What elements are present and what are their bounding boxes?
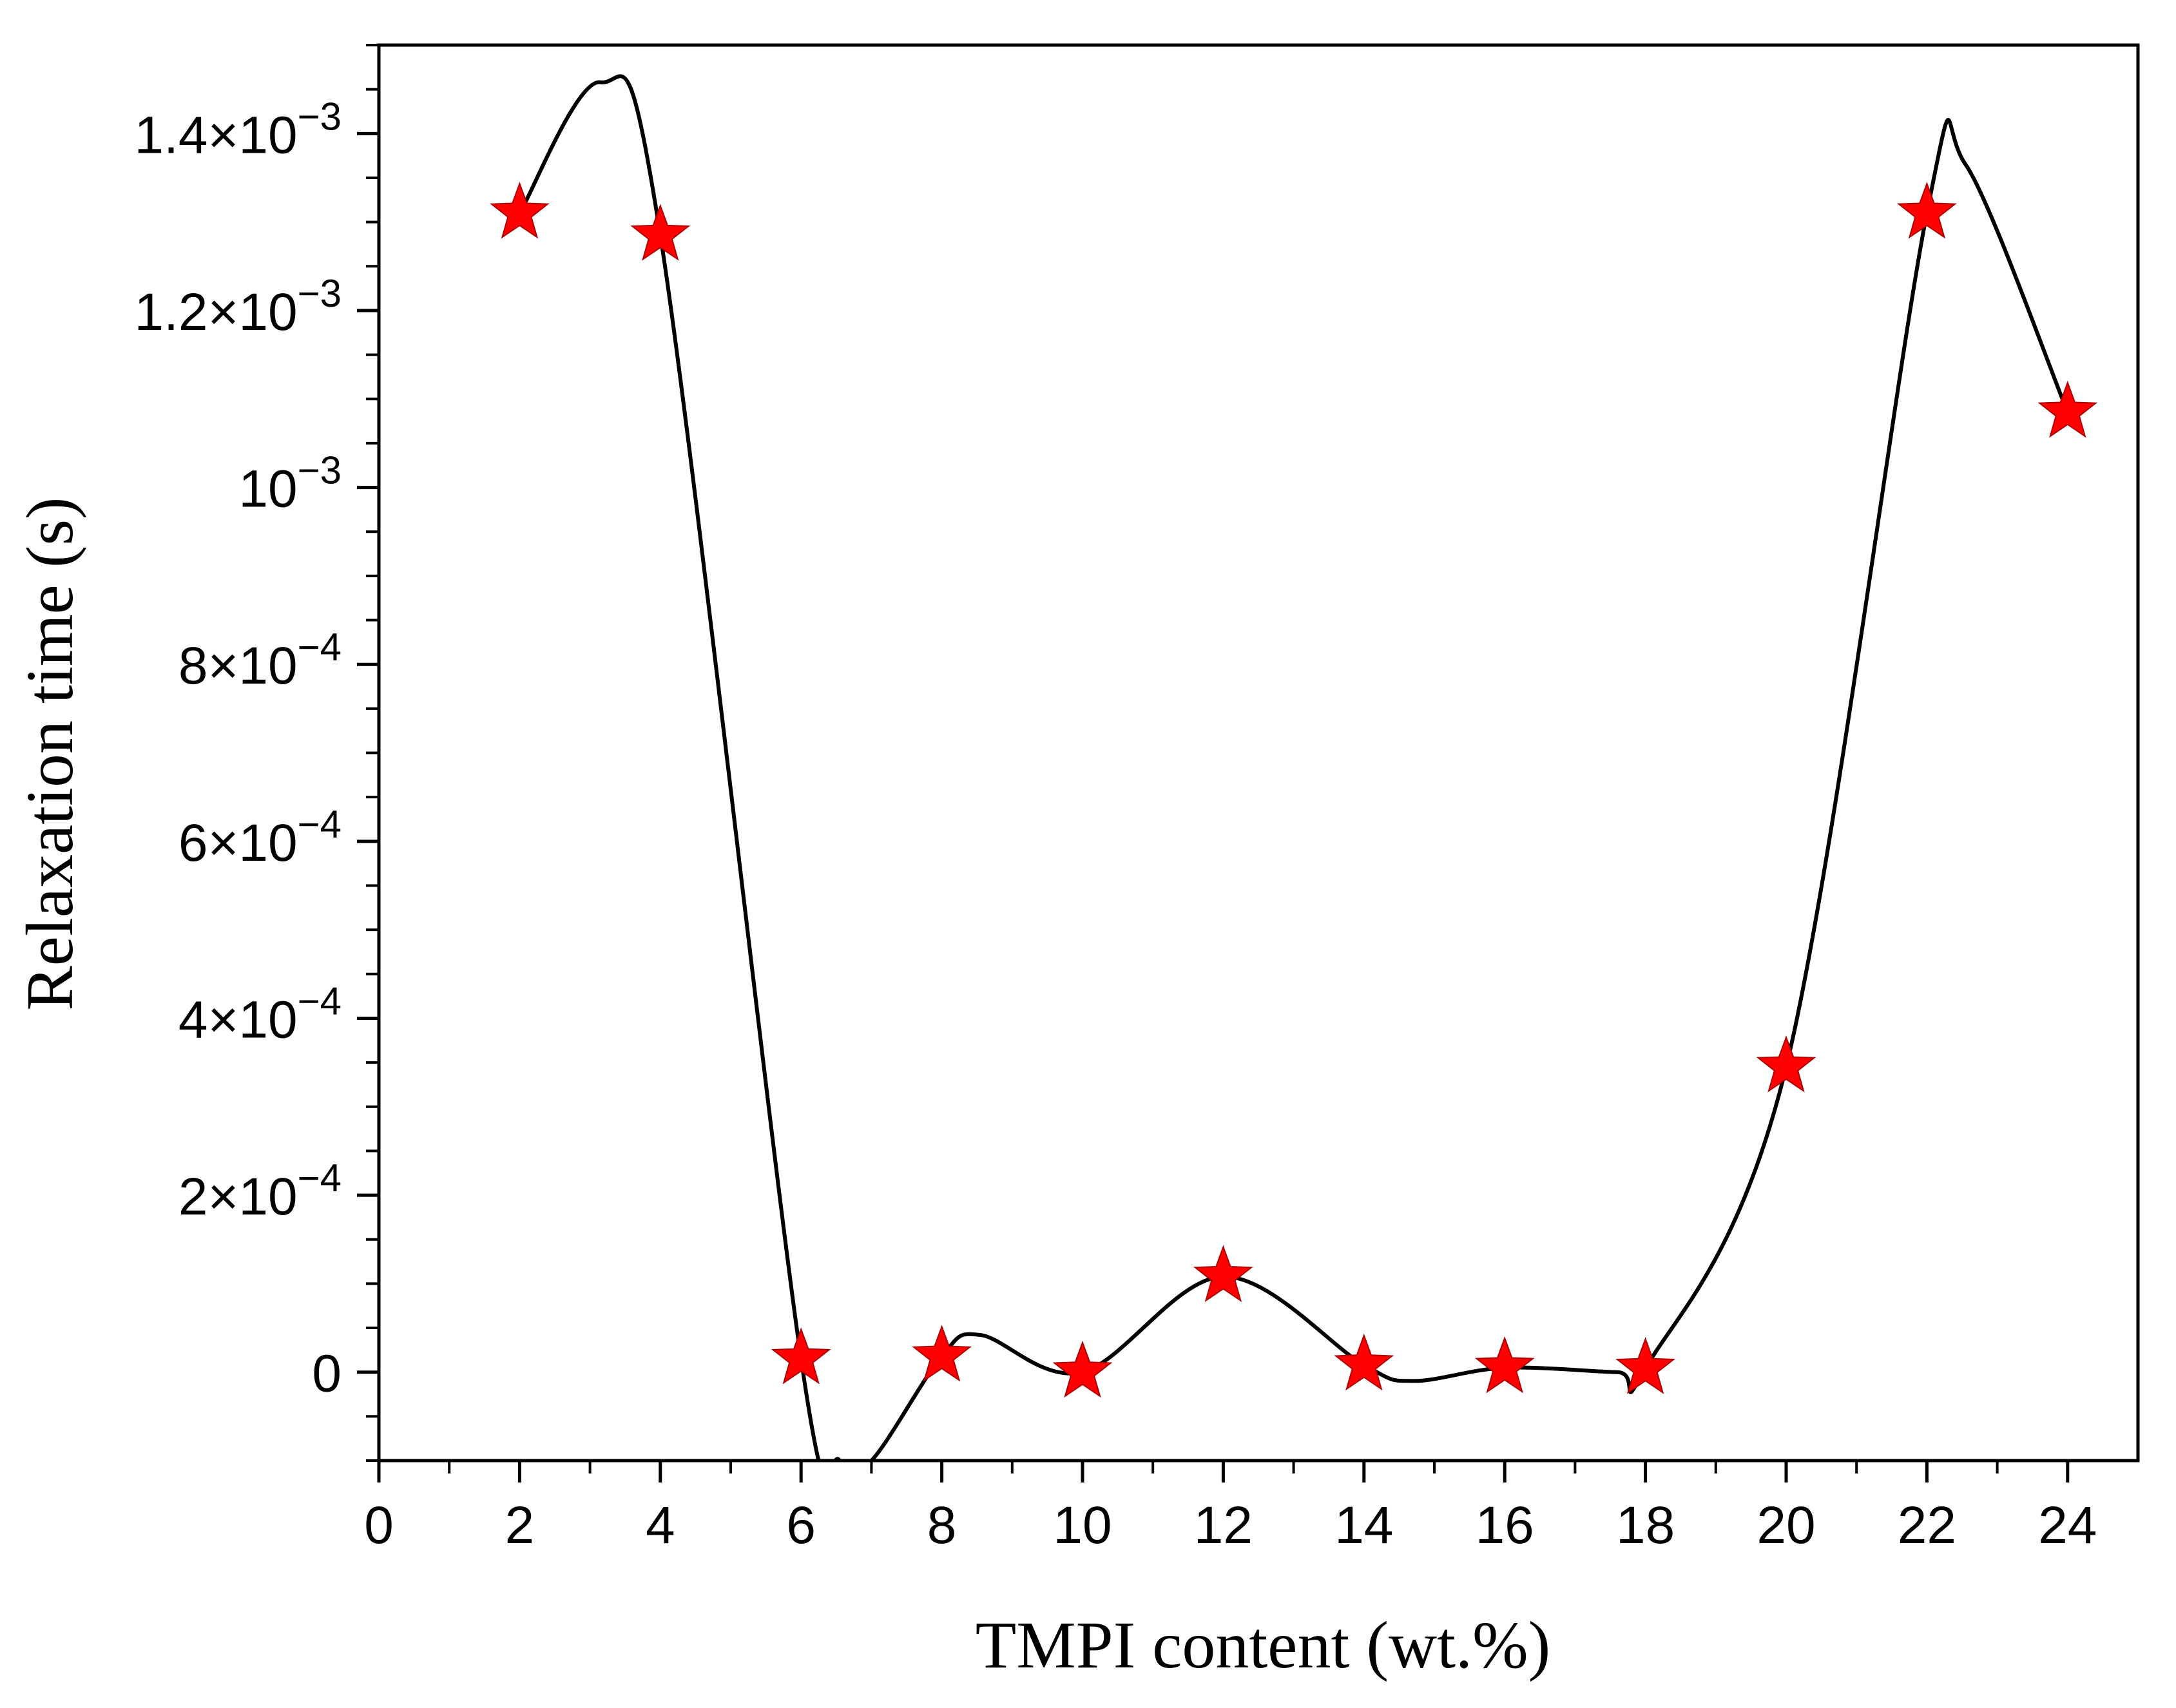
data-point-star [1052, 1340, 1113, 1398]
y-tick-mantissa: 2×10 [178, 1167, 298, 1226]
y-axis-label: Relaxation time (s) [13, 497, 87, 1010]
y-tick-mantissa: 1.2×10 [134, 283, 297, 341]
y-tick-mantissa: 6×10 [178, 814, 298, 872]
y-tick-mantissa: 4×10 [178, 990, 298, 1049]
y-tick-label: 1.2×10−3 [134, 272, 342, 341]
y-tick-label: 8×10−4 [178, 626, 342, 695]
x-tick-label: 0 [364, 1496, 394, 1555]
y-tick-label: 1.4×10−3 [134, 95, 342, 164]
data-point-star [489, 181, 550, 239]
data-point-star [1474, 1336, 1535, 1394]
data-markers [489, 181, 2098, 1398]
x-tick-label: 22 [1898, 1496, 1956, 1555]
data-point-star [771, 1327, 831, 1385]
y-tick-exponent: −3 [298, 95, 342, 138]
x-tick-label: 24 [2038, 1496, 2097, 1555]
x-tick-label: 16 [1476, 1496, 1534, 1555]
x-tick-label: 4 [646, 1496, 675, 1555]
x-tick-label: 2 [505, 1496, 535, 1555]
y-tick-exponent: −4 [298, 626, 342, 669]
data-point-star [1615, 1337, 1676, 1394]
x-tick-label: 10 [1053, 1496, 1112, 1555]
y-axis-ticks: 02×10−44×10−46×10−48×10−410−31.2×10−31.4… [134, 44, 379, 1462]
data-point-star [1193, 1245, 1253, 1302]
x-axis-label: TMPI content (wt.%) [976, 1608, 1550, 1682]
x-tick-label: 8 [927, 1496, 957, 1555]
y-tick-label: 4×10−4 [178, 979, 342, 1049]
y-tick-label: 0 [312, 1345, 342, 1403]
x-tick-label: 18 [1616, 1496, 1675, 1555]
x-tick-label: 12 [1194, 1496, 1253, 1555]
x-tick-label: 6 [786, 1496, 816, 1555]
y-tick-exponent: −4 [298, 803, 342, 846]
x-tick-label: 14 [1334, 1496, 1393, 1555]
data-point-star [1896, 181, 1957, 239]
y-tick-exponent: −3 [298, 449, 342, 492]
y-tick-mantissa: 10 [238, 460, 297, 519]
y-tick-mantissa: 0 [312, 1345, 342, 1403]
y-tick-label: 2×10−4 [178, 1156, 342, 1226]
y-tick-label: 10−3 [238, 449, 342, 519]
y-tick-mantissa: 8×10 [178, 637, 298, 695]
y-tick-label: 6×10−4 [178, 803, 342, 872]
data-point-star [912, 1325, 972, 1382]
x-axis-ticks: 0 2 4 6 8 10 12 14 16 18 20 22 24 [364, 1461, 2097, 1555]
data-point-star [1334, 1333, 1394, 1391]
x-tick-label: 20 [1757, 1496, 1815, 1555]
y-tick-exponent: −4 [298, 1156, 342, 1200]
y-tick-exponent: −4 [298, 979, 342, 1022]
data-point-star [2037, 380, 2098, 438]
data-point-star [1756, 1035, 1816, 1093]
y-tick-exponent: −3 [298, 272, 342, 315]
data-point-star [630, 204, 691, 261]
y-tick-mantissa: 1.4×10 [134, 106, 297, 164]
